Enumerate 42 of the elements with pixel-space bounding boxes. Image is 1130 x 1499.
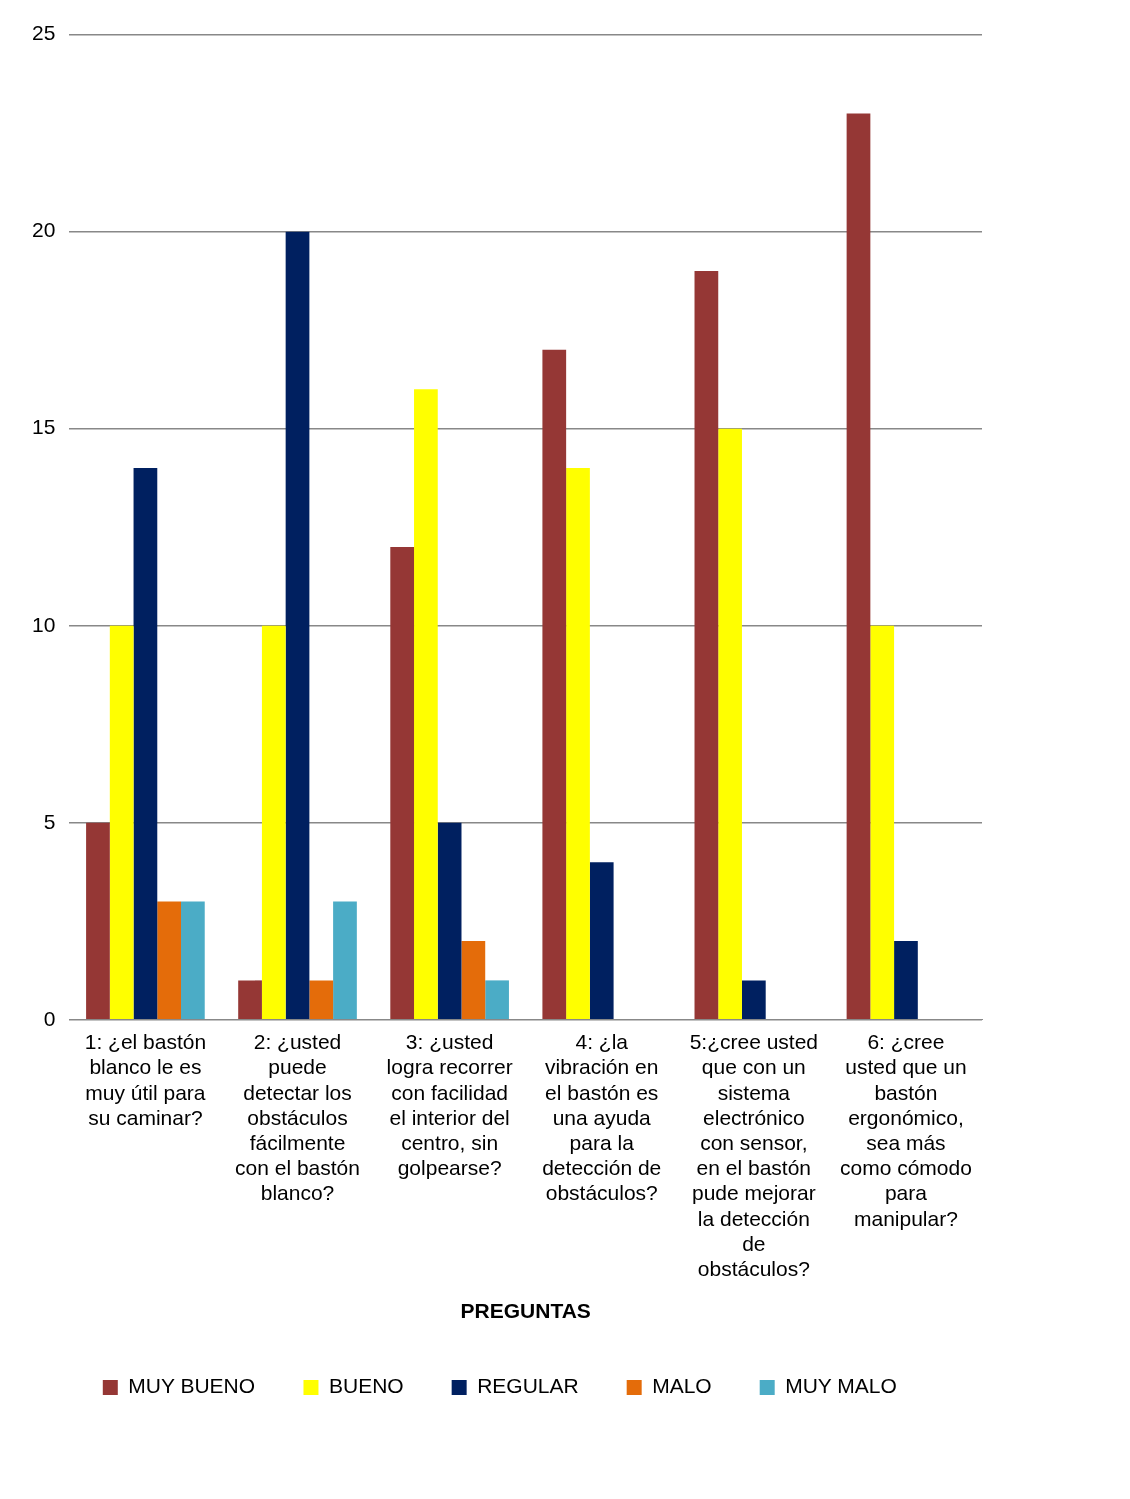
bar	[414, 389, 438, 1020]
x-tick-label: 2: ¿usted puede detectar los obstáculos fácilmente con el bastón blanco?	[235, 1030, 360, 1205]
bar	[870, 625, 895, 1020]
bar	[261, 625, 286, 1020]
y-tick-label: 25	[32, 21, 56, 45]
bar	[133, 468, 158, 1020]
bar	[181, 901, 205, 1020]
x-axis-title: PREGUNTAS	[460, 1299, 591, 1323]
bar	[437, 822, 462, 1020]
bar	[718, 428, 742, 1020]
bar	[894, 940, 918, 1020]
bar	[566, 468, 590, 1020]
bar	[309, 980, 334, 1020]
y-tick-label: 10	[32, 612, 56, 636]
bar	[461, 940, 486, 1020]
bar	[238, 980, 262, 1020]
legend-label: MALO	[652, 1374, 712, 1398]
y-tick-label: 15	[32, 415, 56, 439]
legend-label: BUENO	[328, 1374, 404, 1398]
bar	[542, 349, 567, 1020]
bar	[390, 546, 415, 1020]
y-tick-label: 5	[43, 809, 56, 833]
bar	[285, 231, 310, 1020]
bar	[589, 862, 614, 1020]
legend-label: REGULAR	[477, 1374, 579, 1398]
x-tick-label: 1: ¿el bastón blanco le es muy útil para su caminar?	[84, 1030, 207, 1129]
bar	[109, 625, 134, 1020]
bar	[333, 901, 357, 1020]
bar	[741, 980, 766, 1020]
x-tick-label: 4: ¿la vibración en el bastón es una ayuda para la detección de obstáculos?	[542, 1030, 662, 1205]
y-tick-label: 20	[32, 218, 56, 242]
bar	[157, 901, 182, 1020]
legend-label: MUY BUENO	[128, 1374, 256, 1398]
bar	[485, 980, 509, 1020]
y-tick-label: 0	[43, 1006, 56, 1030]
bar	[86, 822, 110, 1020]
x-tick-label: 6: ¿cree usted que un bastón ergonómico, sea más como cómodo para manipular?	[839, 1030, 972, 1230]
x-tick-label: 3: ¿usted logra recorrer con facilidad el interior del centro, sin golpearse?	[386, 1030, 513, 1180]
legend-label: MUY MALO	[785, 1374, 897, 1398]
category-label: 5:¿cree usted que con un sistema electrónico con sensor, en el bastón pude mejorar la detección de obstáculos?	[689, 1030, 819, 1280]
bar	[694, 271, 719, 1020]
bar	[846, 113, 871, 1020]
